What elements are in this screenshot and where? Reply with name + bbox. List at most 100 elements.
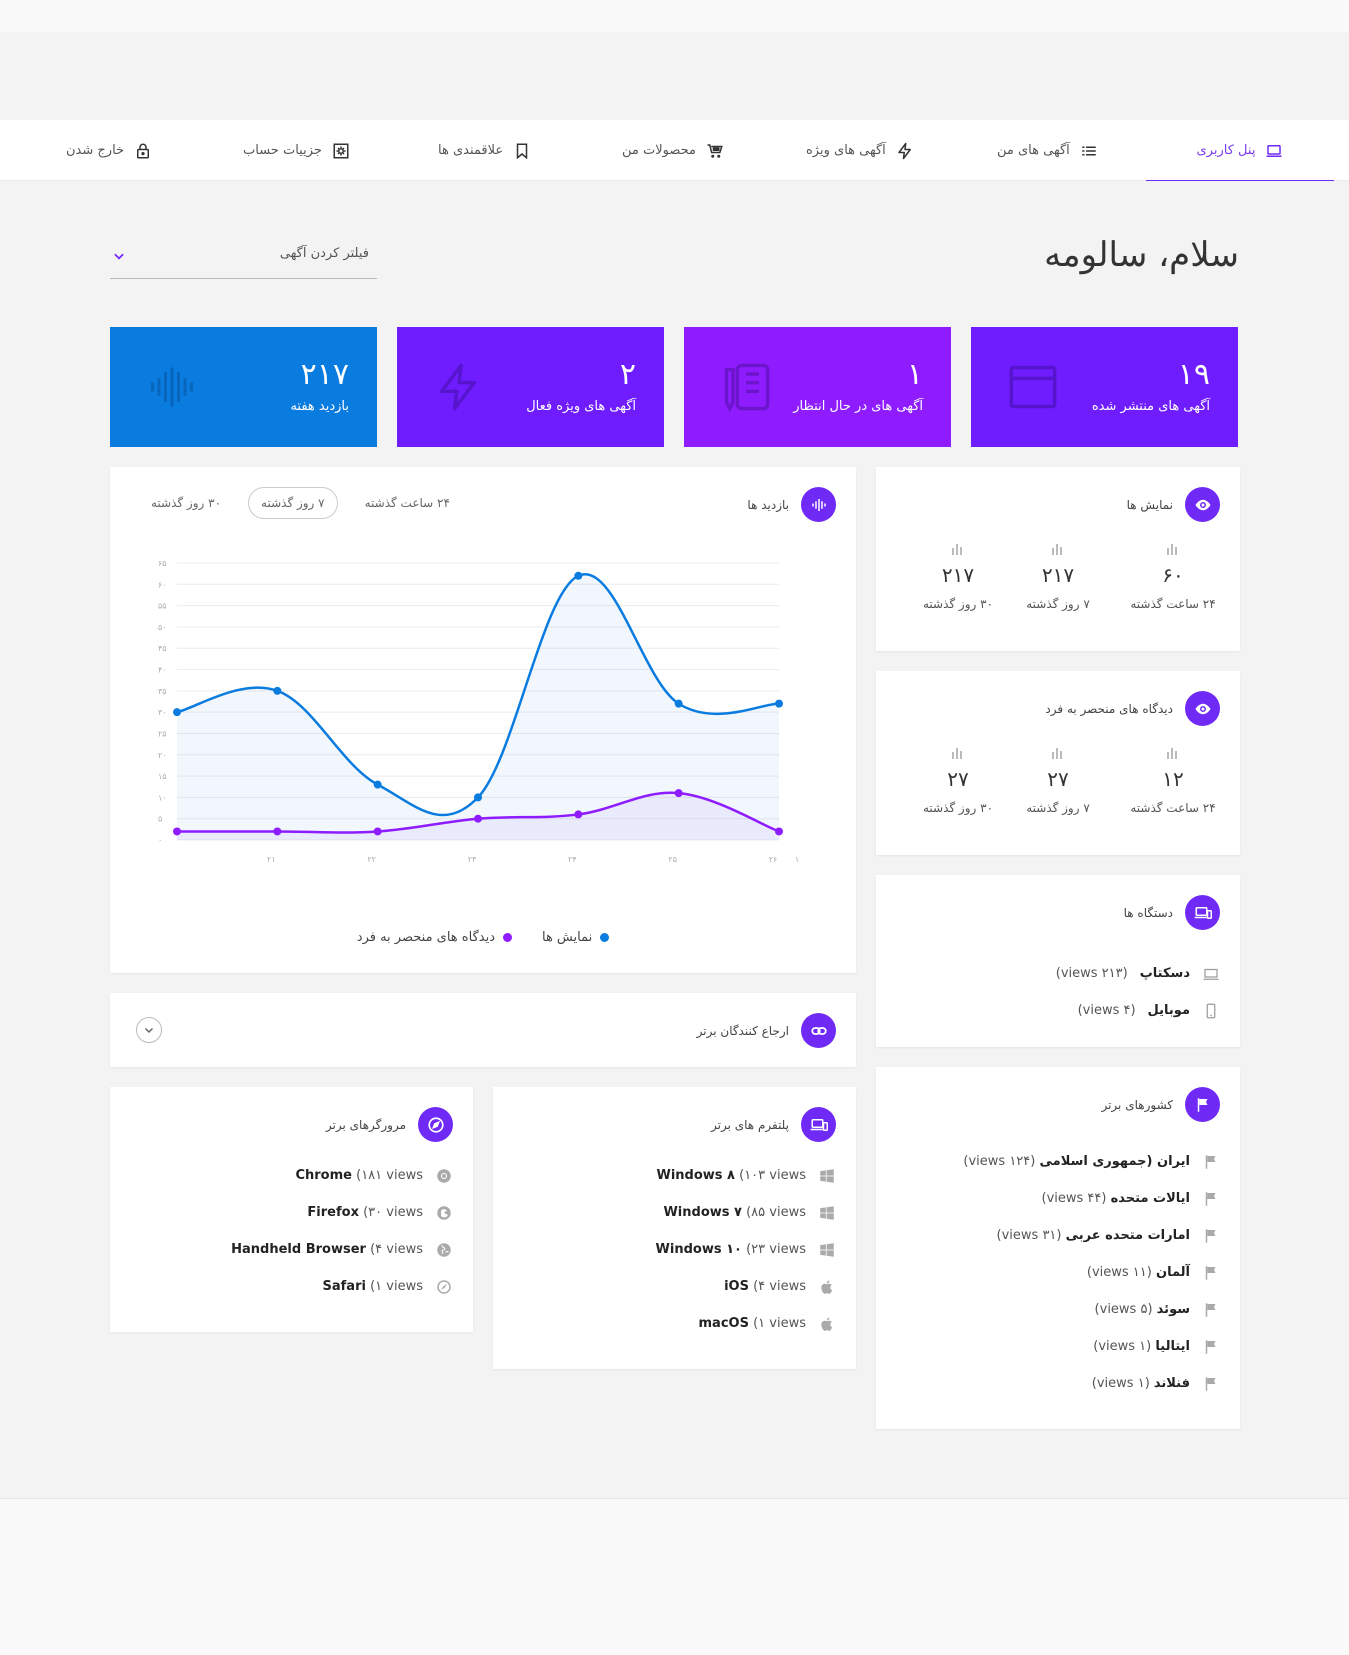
device-name: دسکتاپ [1139, 966, 1190, 981]
metric-value: ۱۲ [1162, 767, 1184, 791]
metric-30d: ۲۷ ۳۰ روز گذشته [903, 747, 1013, 815]
expand-button[interactable] [136, 1017, 162, 1043]
y-tick-label: ۳۵ [158, 687, 167, 696]
metric-value: ۲۱۷ [1041, 563, 1075, 587]
item-count: (views ۱) [1091, 1376, 1150, 1391]
card-title: مرورگرهای برتر [325, 1117, 406, 1132]
legend-item-unique-views[interactable]: دیدگاه های منحصر به فرد [357, 930, 512, 945]
item-name: فنلاند [1153, 1376, 1190, 1391]
list-item-text: Firefox (۳۰ views [307, 1205, 423, 1220]
list-item-text: Safari (۱ views [323, 1279, 423, 1294]
eye-icon [1185, 487, 1220, 522]
stat-card-featured-active: ۲ آگهی های ویژه فعال [397, 327, 664, 447]
nav-item-account-details[interactable]: جزییات حساب [243, 120, 350, 181]
item-count: (۴ views [370, 1242, 423, 1257]
item-count: (۳۰ views [363, 1205, 423, 1220]
devices-card: دستگاه ها دسکتاپ (views ۲۱۳) موبایل (vie… [876, 875, 1240, 1047]
y-tick-label: ۵۵ [158, 602, 167, 611]
country-list: ایران (جمهوری اسلامی (views ۱۲۴) ایالات م… [896, 1143, 1220, 1402]
platform-list: Windows ۸ (۱۰۳ views Windows ۷ (۸۵ views W… [513, 1157, 836, 1342]
item-count: (۱۸۱ views [356, 1168, 423, 1183]
referrers-card[interactable]: ارجاع کنندگان برتر [110, 993, 856, 1067]
metric-label: ۳۰ روز گذشته [922, 597, 994, 611]
item-name: Windows ۷ [663, 1205, 742, 1220]
flag-icon [1205, 1376, 1216, 1391]
notebook-pencil-icon [724, 363, 770, 413]
browser-list: Chrome (۱۸۱ views Firefox (۳۰ views Handhe… [130, 1157, 453, 1305]
windows-icon [820, 1242, 834, 1257]
nav-item-logout[interactable]: خارج شدن [66, 120, 152, 181]
data-point [273, 827, 282, 836]
item-name: Handheld Browser [231, 1242, 366, 1257]
tab-7d[interactable]: ۷ روز گذشته [248, 487, 338, 519]
item-name: ایالات متحده [1110, 1191, 1190, 1206]
card-title: نمایش ها [1126, 497, 1173, 512]
item-name: Firefox [307, 1205, 359, 1220]
bar-chart-icon [1167, 748, 1177, 759]
visits-chart-card: بازدید ها ۲۴ ساعت گذشته ۷ روز گذشته ۳۰ ر… [110, 467, 856, 973]
flag-icon [1205, 1265, 1216, 1280]
item-name: آلمان [1155, 1265, 1190, 1280]
stat-card-weekly-visits: ۲۱۷ بازدید هفته [110, 327, 377, 447]
lightning-icon [439, 363, 476, 411]
account-nav: پنل کاربری آگهی های من آگهی های ویژه محص… [0, 120, 1349, 182]
item-count: (۸۵ views [746, 1205, 806, 1220]
list-item-text: Chrome (۱۸۱ views [295, 1168, 423, 1183]
card-title: پلتفرم های برتر [711, 1117, 789, 1132]
legend-item-impressions[interactable]: نمایش ها [542, 930, 610, 945]
flag-icon [1205, 1228, 1216, 1243]
bar-chart-icon [952, 748, 962, 759]
windows-icon [820, 1205, 834, 1220]
visits-line-chart: ۰ ۵ ۱۰ ۱۵ ۲۰ ۲۵ ۳۰ ۳۵ ۴۰ ۴۵ ۵۰ ۵۵ ۶۰ ۶۵ ۲۱ ۲۲ ۲۳ ۲۴ ۲۵ ۲۶ ۱ [158, 559, 799, 864]
series-area [177, 792, 779, 840]
tab-24h[interactable]: ۲۴ ساعت گذشته [364, 496, 450, 510]
nav-item-my-ads[interactable]: آگهی های من [997, 120, 1098, 181]
y-tick-label: ۱۵ [158, 772, 167, 781]
tab-30d[interactable]: ۳۰ روز گذشته [151, 496, 222, 510]
laptop-icon [1203, 968, 1219, 980]
chart-legend: نمایش ها دیدگاه های منحصر به فرد [110, 930, 856, 945]
card-title: کشورهای برتر [1101, 1097, 1173, 1112]
item-name: ایتالیا [1155, 1339, 1190, 1354]
list-item: Chrome (۱۸۱ views [130, 1157, 453, 1194]
sound-wave-icon [150, 367, 194, 407]
list-item: آلمان (views ۱۱) [896, 1254, 1220, 1291]
device-name: موبایل [1147, 1003, 1190, 1018]
stat-card-pending: ۱ آگهی های در حال انتظار [684, 327, 951, 447]
list-item: Windows ۱۰ (۲۳ views [513, 1231, 836, 1268]
metric-label: ۷ روز گذشته [1026, 597, 1090, 611]
list-item-text: ایالات متحده (views ۴۴) [1041, 1191, 1190, 1206]
list-item: Safari (۱ views [130, 1268, 453, 1305]
safari-icon [437, 1279, 451, 1294]
metric-value: ۲۷ [1047, 767, 1069, 791]
list-item: Windows ۸ (۱۰۳ views [513, 1157, 836, 1194]
list-item: ایتالیا (views ۱) [896, 1328, 1220, 1365]
y-tick-label: ۳۰ [158, 708, 167, 717]
data-point [173, 708, 181, 717]
nav-item-featured-ads[interactable]: آگهی های ویژه [806, 120, 914, 181]
y-tick-label: ۵۰ [158, 623, 167, 632]
item-name: iOS [724, 1279, 749, 1294]
bar-chart-icon [952, 544, 962, 555]
nav-item-my-products[interactable]: محصولات من [622, 120, 724, 181]
list-icon [1082, 146, 1096, 155]
link-icon [801, 1013, 836, 1048]
list-item: دسکتاپ (views ۲۱۳) [896, 955, 1220, 992]
list-item-text: macOS (۱ views [699, 1316, 807, 1331]
bookmark-icon [516, 143, 528, 159]
card-title: دیدگاه های منحصر به فرد [1045, 701, 1173, 716]
flag-icon [1185, 1087, 1220, 1122]
list-item-text: ایتالیا (views ۱) [1093, 1339, 1190, 1354]
nav-item-dashboard[interactable]: پنل کاربری [1146, 120, 1334, 182]
bar-chart-icon [1052, 748, 1062, 759]
ad-filter-select[interactable]: فیلتر کردن آگهی [110, 240, 377, 279]
stat-card-published: ۱۹ آگهی های منتشر شده [971, 327, 1238, 447]
nav-item-favorites[interactable]: علاقمندی ها [438, 120, 531, 181]
y-tick-label: ۲۵ [158, 729, 167, 738]
stat-number: ۱۹ [1177, 357, 1210, 392]
x-tick-label: ۲۲ [367, 855, 376, 864]
globe-icon [437, 1242, 451, 1257]
nav-item-label: خارج شدن [66, 143, 125, 158]
data-point [674, 789, 683, 798]
device-count: (views ۴) [1077, 1003, 1136, 1018]
